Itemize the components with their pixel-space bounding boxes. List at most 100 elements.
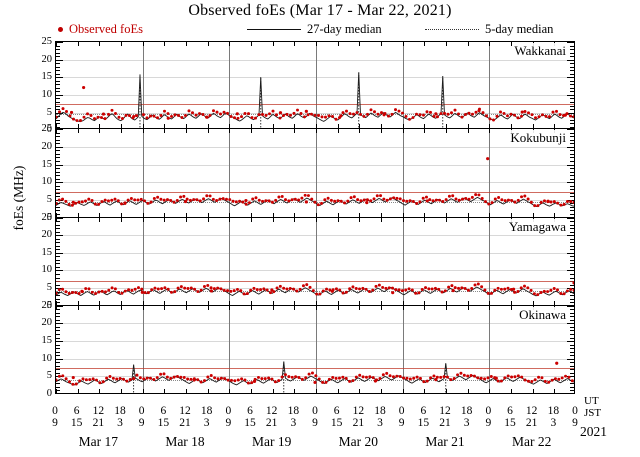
hour-tick xyxy=(142,212,144,217)
y-tick-label: 5 xyxy=(46,106,52,118)
hour-tick xyxy=(381,217,382,222)
y-tick xyxy=(56,59,63,61)
y-tick xyxy=(56,344,60,346)
hour-tick xyxy=(56,305,57,310)
y-tick xyxy=(56,369,60,371)
y-tick xyxy=(56,126,60,128)
y-tick xyxy=(567,129,574,131)
gridline xyxy=(56,77,574,79)
y-tick-label: 20 xyxy=(41,140,53,152)
hour-tick xyxy=(316,129,317,134)
gridline xyxy=(56,59,574,61)
hour-tick xyxy=(207,305,209,310)
hour-tick xyxy=(424,217,426,222)
legend-label-27day: 27-day median xyxy=(307,22,382,36)
y-tick-label: 20 xyxy=(41,317,53,329)
y-tick xyxy=(56,266,60,268)
y-tick xyxy=(56,63,60,65)
y-tick xyxy=(570,91,574,93)
y-tick xyxy=(570,256,574,258)
hour-tick xyxy=(121,305,122,310)
day-separator xyxy=(402,42,404,129)
x-tick-label: 6 15 xyxy=(70,405,83,429)
y-tick xyxy=(570,136,574,138)
y-tick xyxy=(56,91,60,93)
y-tick xyxy=(570,150,574,152)
chart-legend: Observed foEs 27-day median 5-day median xyxy=(0,22,640,38)
y-tick xyxy=(567,376,574,378)
y-tick xyxy=(570,249,574,251)
hour-tick xyxy=(229,42,231,46)
day-separator xyxy=(229,129,231,217)
plot-area xyxy=(56,129,574,217)
hour-tick xyxy=(164,212,166,217)
hour-tick xyxy=(142,124,144,129)
hour-tick xyxy=(337,217,339,222)
y-tick xyxy=(570,259,574,261)
hour-tick xyxy=(359,129,361,134)
y-tick-label: 10 xyxy=(41,176,53,188)
y-tick xyxy=(56,365,60,367)
hour-tick xyxy=(121,42,122,46)
y-tick xyxy=(570,143,574,145)
hour-tick xyxy=(186,305,187,310)
y-tick xyxy=(570,312,574,314)
y-tick xyxy=(56,355,60,357)
gridline xyxy=(56,199,574,201)
hour-tick xyxy=(207,212,209,217)
x-tick-label: 18 3 xyxy=(114,405,126,429)
dot-marker-icon xyxy=(58,27,63,32)
y-tick xyxy=(570,295,574,297)
y-tick xyxy=(56,185,60,187)
y-tick-label: 20 xyxy=(41,229,53,241)
y-tick xyxy=(570,228,574,230)
y-tick xyxy=(570,161,574,163)
hour-tick xyxy=(272,389,274,393)
hour-tick xyxy=(164,305,166,310)
hour-tick xyxy=(229,300,231,305)
y-tick xyxy=(570,231,574,233)
hour-tick xyxy=(316,212,317,217)
median-trace xyxy=(56,42,574,128)
y-tick xyxy=(570,316,574,318)
ut-jst-labels: UT JST xyxy=(584,395,601,419)
y-tick xyxy=(570,337,574,339)
hour-tick xyxy=(272,42,274,46)
hour-tick xyxy=(77,42,79,46)
hour-tick xyxy=(142,389,144,393)
hour-tick xyxy=(489,129,491,134)
hour-tick xyxy=(359,42,361,46)
y-tick xyxy=(570,196,574,198)
hour-tick xyxy=(337,129,339,134)
y-tick xyxy=(567,270,574,272)
hour-tick xyxy=(164,389,166,393)
day-separator xyxy=(489,129,491,217)
y-tick xyxy=(567,235,574,237)
plot-area xyxy=(56,305,574,393)
hour-tick xyxy=(272,305,274,310)
y-tick xyxy=(570,49,574,51)
hour-tick xyxy=(99,389,101,393)
hour-tick xyxy=(272,217,274,222)
hour-tick xyxy=(207,42,209,46)
y-tick xyxy=(56,302,60,304)
hour-tick xyxy=(337,124,339,129)
y-tick xyxy=(56,252,63,254)
y-tick xyxy=(56,333,60,335)
hour-tick xyxy=(381,129,382,134)
year-label: 2021 xyxy=(580,424,607,439)
hour-tick xyxy=(446,129,447,134)
day-label: Mar 21 xyxy=(425,434,465,449)
y-tick xyxy=(56,146,63,148)
hour-tick xyxy=(99,124,101,129)
hour-tick xyxy=(337,300,339,305)
hour-tick xyxy=(402,389,404,393)
y-tick xyxy=(56,77,63,79)
hour-tick xyxy=(467,305,469,310)
y-tick xyxy=(570,185,574,187)
y-tick xyxy=(56,136,60,138)
y-tick xyxy=(56,305,63,307)
y-tick xyxy=(570,213,574,215)
